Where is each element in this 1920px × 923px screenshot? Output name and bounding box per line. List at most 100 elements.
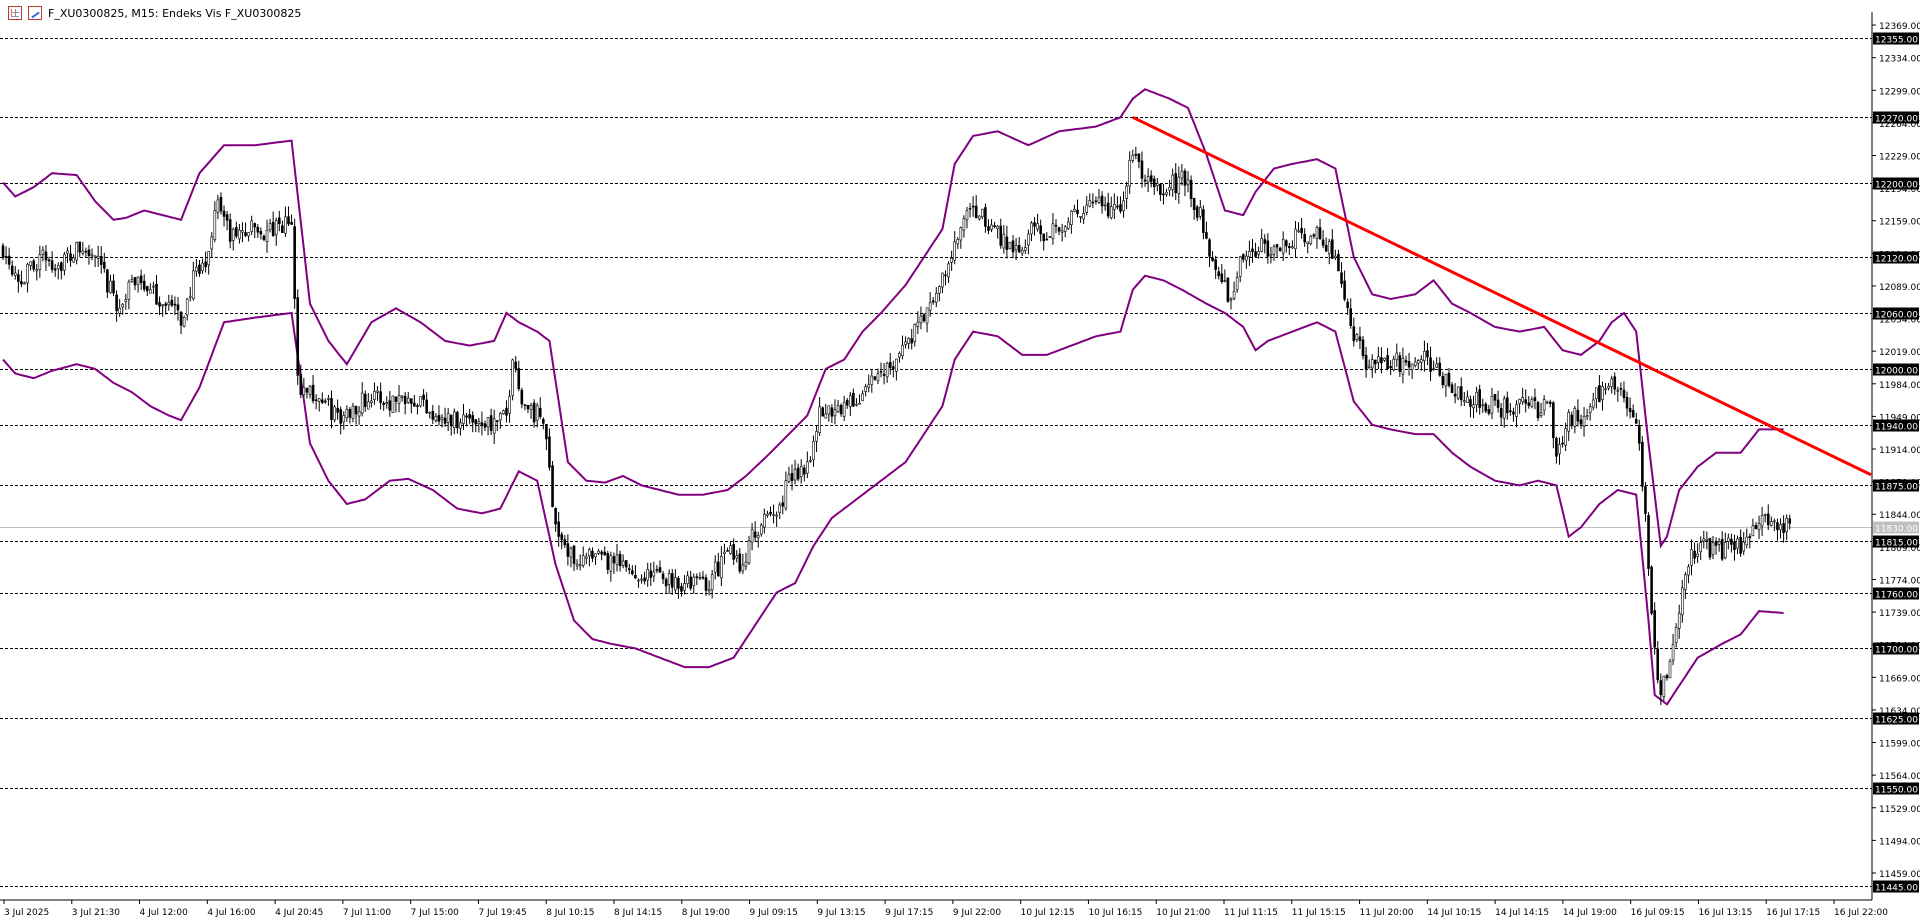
candle-body xyxy=(1380,357,1383,364)
candle-body xyxy=(112,280,115,294)
candle-body xyxy=(1177,176,1181,194)
candle-body xyxy=(1106,202,1110,217)
candle-body xyxy=(621,560,625,566)
candle-body xyxy=(1070,210,1073,225)
candle-body xyxy=(130,279,134,282)
candle-body xyxy=(766,513,769,516)
candle-body xyxy=(750,529,754,543)
candle-body xyxy=(882,373,886,376)
candle-body xyxy=(133,277,137,286)
candle-body xyxy=(446,413,450,423)
candle-body xyxy=(1539,412,1543,416)
level-label-box xyxy=(1873,712,1919,725)
candle-body xyxy=(842,402,846,417)
y-tick-label: 12334.00 xyxy=(1879,55,1920,65)
candle-body xyxy=(38,254,42,270)
candle-body xyxy=(772,514,775,516)
level-label: 11625.00 xyxy=(1875,716,1918,726)
candle-body xyxy=(207,251,210,266)
candle-body xyxy=(1429,357,1432,372)
candle-body xyxy=(934,292,938,303)
candle-body xyxy=(790,473,794,481)
candle-body xyxy=(1288,246,1291,248)
candle-body xyxy=(465,415,468,418)
upper-band xyxy=(2,88,1784,549)
x-tick-label: 9 Jul 22:00 xyxy=(953,908,1002,918)
candle-body xyxy=(10,265,14,275)
candle-body xyxy=(741,564,745,572)
candle-body xyxy=(717,561,720,577)
candle-body xyxy=(406,397,410,403)
candle-body xyxy=(1502,398,1506,419)
candle-body xyxy=(1444,373,1448,387)
candle-body xyxy=(1702,538,1706,542)
candle-body xyxy=(1284,240,1288,247)
candle-body xyxy=(1481,404,1485,407)
candle-body xyxy=(925,307,929,324)
candle-body xyxy=(1456,386,1460,399)
candle-body xyxy=(330,398,333,420)
candle-body xyxy=(1401,357,1405,375)
candle-body xyxy=(1278,247,1282,252)
candle-body xyxy=(241,230,244,233)
candle-body xyxy=(990,224,993,230)
time-axis: 3 Jul 2025 3 Jul 21:30 4 Jul 12:00 4 Jul 16… xyxy=(3,900,1888,918)
level-label: 11700.00 xyxy=(1875,646,1918,656)
candle-body xyxy=(1573,408,1577,427)
candle-body xyxy=(121,304,125,308)
candle-body xyxy=(1143,179,1147,182)
candle-body xyxy=(597,550,600,554)
candle-body xyxy=(695,576,699,578)
trendline[interactable] xyxy=(1132,115,1872,477)
candle-body xyxy=(56,265,60,269)
candle-body xyxy=(704,577,708,591)
candle-body xyxy=(1238,256,1242,277)
candle-body xyxy=(26,264,29,284)
candle-body xyxy=(1159,183,1162,195)
level-label-box xyxy=(1873,177,1919,190)
candle-body xyxy=(115,294,118,312)
candle-body xyxy=(627,568,631,571)
chart-window-icon[interactable] xyxy=(28,6,42,20)
candle-body xyxy=(1088,200,1092,207)
candle-body xyxy=(305,387,309,393)
candle-body xyxy=(723,551,726,555)
candle-body xyxy=(1094,200,1098,202)
candle-body xyxy=(182,316,186,327)
candle-body xyxy=(747,540,751,564)
candle-body xyxy=(434,416,438,421)
x-tick-label: 14 Jul 14:15 xyxy=(1495,908,1549,918)
candle-body xyxy=(1125,185,1128,199)
candle-body xyxy=(1073,208,1076,212)
candle-body xyxy=(109,280,112,294)
candle-body xyxy=(1588,406,1592,413)
chart-grid-icon[interactable] xyxy=(8,6,22,20)
candle-body xyxy=(968,208,972,210)
candle-body xyxy=(1327,241,1331,254)
candle-body xyxy=(1251,248,1254,253)
y-tick-label: 11984.00 xyxy=(1879,381,1920,391)
candle-body xyxy=(262,235,266,240)
candle-body xyxy=(1024,247,1027,251)
candle-body xyxy=(1760,515,1764,527)
x-tick-label: 9 Jul 09:15 xyxy=(750,908,798,918)
candles xyxy=(1,146,1792,706)
candle-body xyxy=(1644,486,1647,514)
candle-body xyxy=(1116,205,1119,208)
candle-body xyxy=(1521,397,1524,403)
candle-body xyxy=(1757,523,1761,531)
price-axis: 12369.00 12334.00 12299.00 12264.00 12229.00… xyxy=(0,12,1920,901)
candle-body xyxy=(1186,179,1190,185)
candle-body xyxy=(385,402,389,405)
candle-body xyxy=(1527,402,1531,406)
candle-body xyxy=(861,393,864,402)
candle-body xyxy=(1742,541,1745,552)
candle-body xyxy=(1199,207,1202,217)
candle-body xyxy=(1770,521,1773,526)
candle-body xyxy=(1162,193,1165,196)
level-label-box xyxy=(1873,880,1919,893)
candle-body xyxy=(953,241,957,261)
candle-body xyxy=(35,269,39,272)
candle-body xyxy=(185,298,189,316)
